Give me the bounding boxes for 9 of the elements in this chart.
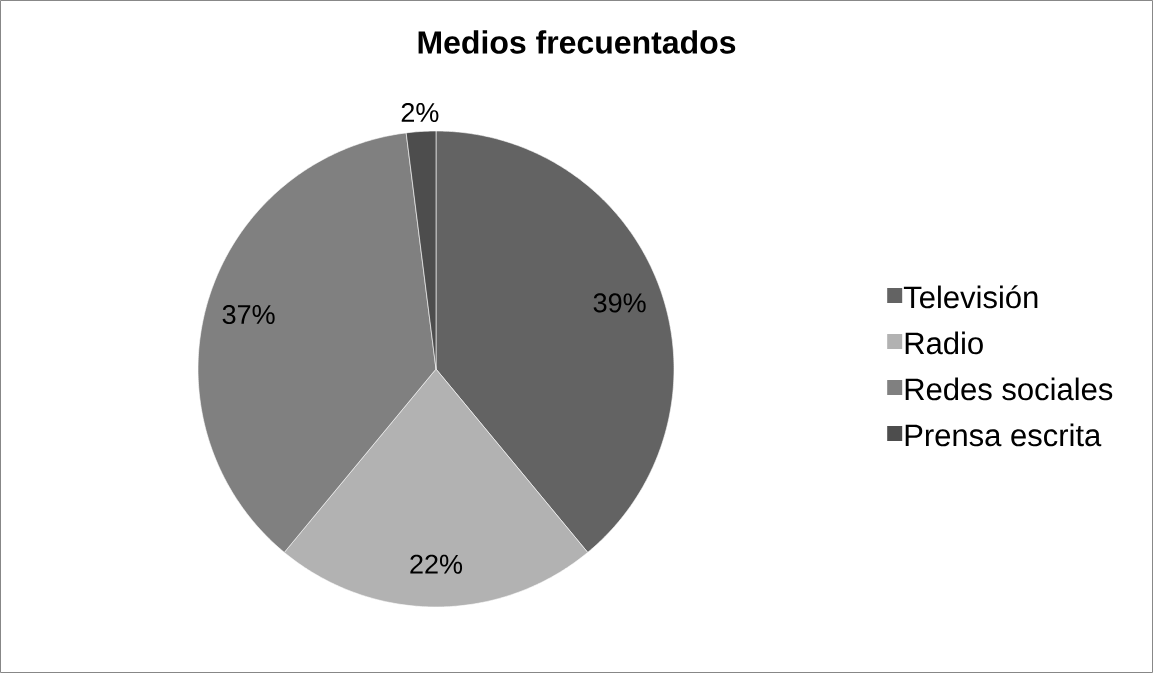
data-label: 22%	[410, 554, 463, 574]
legend-label: Redes sociales	[905, 377, 1113, 401]
legend-label: Televisión	[903, 285, 1038, 309]
legend-label: Prensa escrita	[905, 423, 1102, 447]
chart-title: Medios frecuentados	[418, 30, 736, 54]
data-label: 39%	[593, 293, 646, 313]
data-label: 2%	[401, 102, 439, 122]
legend-label: Radio	[905, 331, 983, 355]
data-label: 37%	[222, 304, 275, 325]
